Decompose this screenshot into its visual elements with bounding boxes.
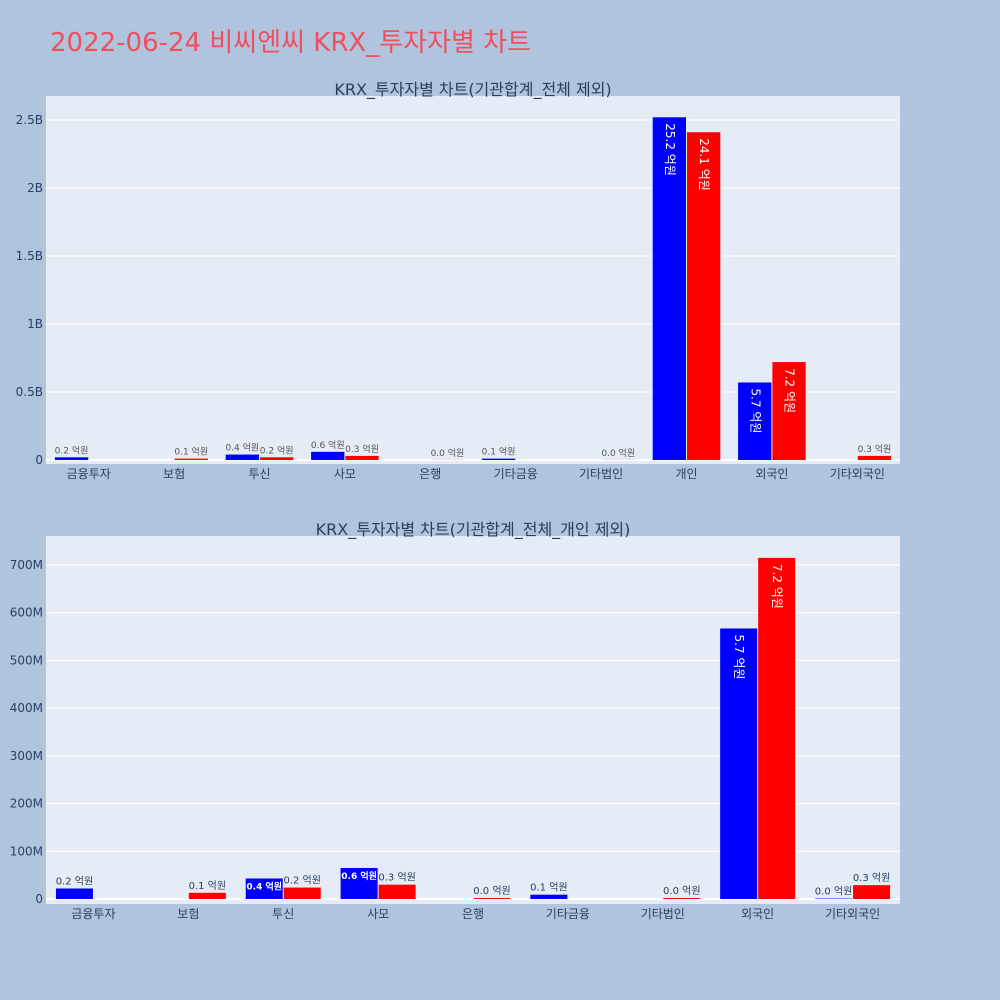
bar-buy <box>720 628 758 899</box>
bar-sell <box>174 458 208 460</box>
bar-buy <box>738 382 772 460</box>
bar-sell <box>758 557 796 899</box>
bar-buy <box>481 458 516 460</box>
bar-buy <box>311 451 345 460</box>
bar-sell <box>772 362 806 460</box>
bar-value-label: 25.2 억원 <box>663 123 677 176</box>
y-tick-label: 0 <box>35 892 43 906</box>
x-tick-label: 사모 <box>334 467 356 481</box>
bar-sell <box>378 884 416 899</box>
bar-value-label: 0.2 억원 <box>260 444 294 456</box>
y-tick-label: 200M <box>10 797 43 811</box>
bar-buy <box>54 457 89 460</box>
bar-value-label: 0.3 억원 <box>858 443 892 455</box>
y-tick-label: 0 <box>35 453 43 467</box>
bar-value-label: 0.0 억원 <box>815 886 852 898</box>
x-tick-label: 투신 <box>272 907 294 921</box>
plot-area <box>46 536 900 904</box>
x-tick-label: 사모 <box>367 907 389 921</box>
page-title: 2022-06-24 비씨엔씨 KRX_투자자별 차트 <box>50 28 532 58</box>
bar-value-label: 7.2 억원 <box>770 564 784 609</box>
bar-value-label: 0.1 억원 <box>174 446 208 458</box>
bar-sell <box>853 885 891 899</box>
chart-1-title: KRX_투자자별 차트(기관합계_전체_개인 제외) <box>316 520 631 540</box>
x-tick-label: 은행 <box>462 906 484 921</box>
bar-value-label: 0.4 억원 <box>225 442 259 454</box>
y-tick-label: 400M <box>10 701 43 715</box>
x-tick-label: 기타금융 <box>494 467 538 481</box>
bar-value-label: 0.2 억원 <box>56 876 93 888</box>
bar-value-label: 7.2 억원 <box>783 368 797 413</box>
y-tick-label: 600M <box>10 606 43 620</box>
bar-value-label: 0.1 억원 <box>189 880 226 892</box>
x-tick-label: 기타법인 <box>579 467 623 481</box>
y-tick-label: 1B <box>27 317 43 331</box>
bar-buy <box>530 894 568 899</box>
bar-sell <box>260 457 294 460</box>
y-tick-label: 0.5B <box>16 385 43 399</box>
bar-value-label: 0.3 억원 <box>345 443 379 455</box>
bar-value-label: 0.3 억원 <box>853 872 890 884</box>
bar-value-label: 0.0 억원 <box>601 447 635 459</box>
bar-value-label: 0.0 억원 <box>663 885 700 897</box>
bar-value-label: 0.1 억원 <box>530 882 567 894</box>
x-tick-label: 보험 <box>177 907 199 921</box>
x-tick-label: 기타외국인 <box>825 907 880 921</box>
bar-value-label: 0.6 억원 <box>341 870 377 882</box>
bar-buy <box>245 878 283 899</box>
chart-0-title: KRX_투자자별 차트(기관합계_전체 제외) <box>334 80 611 100</box>
bar-value-label: 0.3 억원 <box>378 872 415 884</box>
bar-sell <box>857 455 892 460</box>
bar-sell <box>283 887 321 899</box>
bar-value-label: 24.1 억원 <box>697 138 711 191</box>
x-tick-label: 금융투자 <box>67 467 111 481</box>
bar-buy <box>225 454 259 460</box>
bar-value-label: 0.0 억원 <box>473 885 510 897</box>
y-tick-label: 300M <box>10 749 43 763</box>
x-tick-label: 외국인 <box>741 907 774 921</box>
bar-value-label: 5.7 억원 <box>732 634 746 679</box>
bar-buy <box>340 867 378 899</box>
bar-value-label: 0.2 억원 <box>283 875 320 887</box>
bar-value-label: 0.4 억원 <box>246 880 282 892</box>
y-tick-label: 100M <box>10 844 43 858</box>
bar-value-label: 0.0 억원 <box>431 447 465 459</box>
bar-sell <box>473 898 511 899</box>
x-tick-label: 투신 <box>248 467 270 481</box>
bar-buy <box>652 117 686 460</box>
bar-sell <box>188 892 226 899</box>
y-tick-label: 1.5B <box>16 249 43 263</box>
bar-value-label: 5.7 억원 <box>748 388 762 433</box>
bar-value-label: 0.6 억원 <box>311 439 345 451</box>
y-tick-label: 2.5B <box>16 113 43 127</box>
bar-buy <box>55 888 93 899</box>
y-tick-label: 500M <box>10 653 43 667</box>
x-tick-label: 보험 <box>163 467 185 481</box>
bar-sell <box>663 898 701 899</box>
x-tick-label: 기타외국인 <box>830 467 885 481</box>
bar-sell <box>687 132 721 461</box>
x-tick-label: 개인 <box>675 467 697 481</box>
bar-value-label: 0.1 억원 <box>482 446 516 458</box>
plot-area <box>46 96 900 464</box>
bar-value-label: 0.2 억원 <box>55 444 89 456</box>
bar-sell <box>345 455 379 460</box>
y-tick-label: 2B <box>27 181 43 195</box>
x-tick-label: 외국인 <box>755 467 788 481</box>
x-tick-label: 금융투자 <box>71 907 115 921</box>
x-tick-label: 은행 <box>419 466 441 481</box>
chart-excluding-individuals: 0 100M 200M 300M 400M 500M 600M 700M 금융투자 0.2 억원보… <box>10 520 900 921</box>
x-tick-label: 기타금융 <box>546 907 590 921</box>
y-tick-label: 700M <box>10 558 43 572</box>
x-tick-label: 기타법인 <box>641 907 685 921</box>
